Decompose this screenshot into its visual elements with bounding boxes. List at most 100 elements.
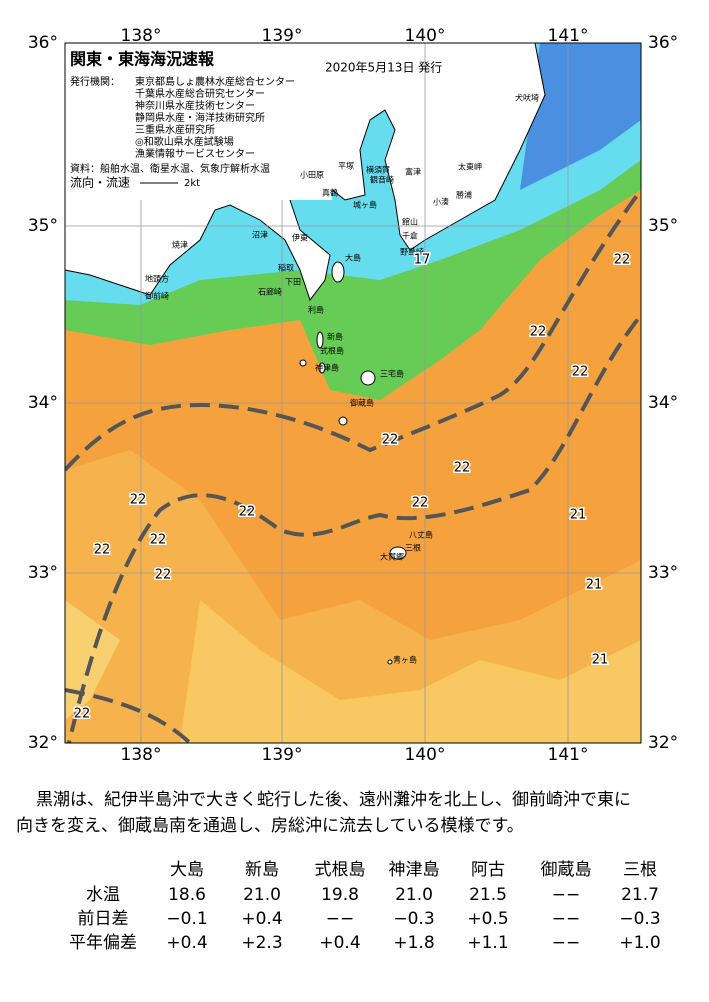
cell: −0.3 <box>619 909 660 929</box>
isotherm-label: 22 <box>454 461 471 476</box>
place-label: 富津 <box>405 167 421 177</box>
place-label: 沼津 <box>252 230 268 240</box>
isotherm-label: 17 <box>414 253 431 268</box>
isotherm-label: 22 <box>155 568 172 583</box>
island <box>360 370 376 386</box>
isotherm-label: 22 <box>614 253 631 268</box>
cell: +1.1 <box>467 933 508 953</box>
column-header: 御蔵島 <box>541 860 592 880</box>
place-label: 新島 <box>327 332 343 342</box>
description-line: 向きを変え、御蔵島南を通過し、房総沖に流去している模様です。 <box>16 816 524 836</box>
lon-label: 139° <box>262 745 303 765</box>
cell: −0.1 <box>166 909 207 929</box>
place-label: 大賀郷 <box>380 552 404 562</box>
description-line: 黒潮は、紀伊半島沖で大きく蛇行した後、遠州灘沖を北上し、御前崎沖で東に <box>36 790 631 810</box>
isotherm-label: 22 <box>382 433 399 448</box>
place-label: 勝浦 <box>456 190 472 200</box>
cell: +0.4 <box>241 909 282 929</box>
place-label: 三根 <box>405 543 421 553</box>
agency-label: 発行機関： <box>70 75 120 88</box>
place-label: 三宅島 <box>380 369 404 379</box>
lon-label: 141° <box>548 26 589 46</box>
row-label: 前日差 <box>78 909 129 929</box>
sea-zone <box>180 600 641 743</box>
cell: 19.8 <box>321 885 359 905</box>
flow-unit: 2kt <box>184 178 200 189</box>
cell: −− <box>326 909 355 929</box>
lat-label: 35° <box>28 216 58 236</box>
row-label: 平年偏差 <box>69 933 137 953</box>
place-label: 犬吠埼 <box>515 93 539 103</box>
axis-labels: 138° 138° 139° 139° 140° 140° 141° 141° 36° 36° 35… <box>28 26 678 765</box>
column-header: 大島 <box>170 860 204 880</box>
agency: 千葉県水産総合研究センター <box>135 87 265 100</box>
column-header: 式根島 <box>315 860 366 880</box>
place-label: 野島崎 <box>400 247 424 257</box>
row-label: 水温 <box>86 885 120 905</box>
agency: ◎和歌山県水産試験場 <box>135 135 234 148</box>
isotherm-labels: 17 22 22 22 22 22 22 22 22 22 22 22 22 21 21 21 <box>72 251 632 723</box>
title: 関東・東海海況速報 <box>70 50 215 69</box>
kuroshio <box>65 188 641 743</box>
flow-label: 流向・流速 <box>70 175 130 190</box>
lat-label: 34° <box>648 393 678 413</box>
place-label: 城ヶ島 <box>353 200 377 210</box>
lat-label: 33° <box>648 563 678 583</box>
description: 黒潮は、紀伊半島沖で大きく蛇行した後、遠州灘沖を北上し、御前崎沖で東に向きを変え… <box>16 790 631 836</box>
place-label: 神津島 <box>315 363 339 373</box>
isotherm-label: 21 <box>592 653 609 668</box>
island <box>299 359 307 367</box>
blue-zone <box>520 43 641 190</box>
isotherm-label: 21 <box>586 578 603 593</box>
place-label: 太東岬 <box>458 162 482 172</box>
place-label: 焼津 <box>172 240 188 250</box>
kuroshio-axis <box>65 188 641 472</box>
place-label: 小田原 <box>300 171 324 180</box>
isotherm-label: 22 <box>239 505 256 520</box>
island <box>331 261 345 283</box>
place-label: 石廊崎 <box>258 287 282 297</box>
agencies: 東京都島しょ農林水産総合センター千葉県水産総合研究センター神奈川県水産技術センタ… <box>135 75 295 160</box>
isotherm-label: 22 <box>572 365 589 380</box>
lat-label: 34° <box>28 393 58 413</box>
isotherm-label: 22 <box>74 707 91 722</box>
islands <box>299 261 407 665</box>
date: 2020年5月13日 発行 <box>325 61 442 75</box>
cell: 21.0 <box>395 885 433 905</box>
lon-label: 140° <box>405 26 446 46</box>
place-label: 横須賀 <box>366 165 390 175</box>
cell: +0.4 <box>166 933 207 953</box>
column-header: 新島 <box>245 860 279 880</box>
isotherm-label: 22 <box>130 493 147 508</box>
cell: 21.0 <box>243 885 281 905</box>
column-header: 阿古 <box>471 860 505 880</box>
island <box>318 362 326 374</box>
place-label: 伊東 <box>292 233 308 243</box>
cell: 21.5 <box>469 885 507 905</box>
place-label: 平塚 <box>338 162 354 171</box>
place-label: 大島 <box>345 253 361 263</box>
lat-label: 32° <box>28 733 58 753</box>
cell: +1.8 <box>393 933 434 953</box>
kuroshio-axis <box>66 313 641 743</box>
island <box>316 331 324 349</box>
place-label: 小湊 <box>433 197 449 207</box>
cell: −− <box>552 885 581 905</box>
isotherm-label: 22 <box>150 533 167 548</box>
column-header: 神津島 <box>389 860 440 880</box>
lon-label: 141° <box>548 745 589 765</box>
place-label: 真鶴 <box>322 188 338 198</box>
lon-label: 138° <box>121 745 162 765</box>
place-label: 館山 <box>402 217 418 227</box>
place-label: 千倉 <box>402 231 418 241</box>
cell: +0.5 <box>467 909 508 929</box>
lon-label: 138° <box>121 26 162 46</box>
place-label: 下田 <box>285 278 301 287</box>
isotherm-label: 22 <box>94 543 111 558</box>
place-label: 御蔵島 <box>350 398 374 408</box>
place-label: 地頭方 <box>145 274 169 284</box>
agency: 漁業情報サービスセンター <box>135 147 255 160</box>
